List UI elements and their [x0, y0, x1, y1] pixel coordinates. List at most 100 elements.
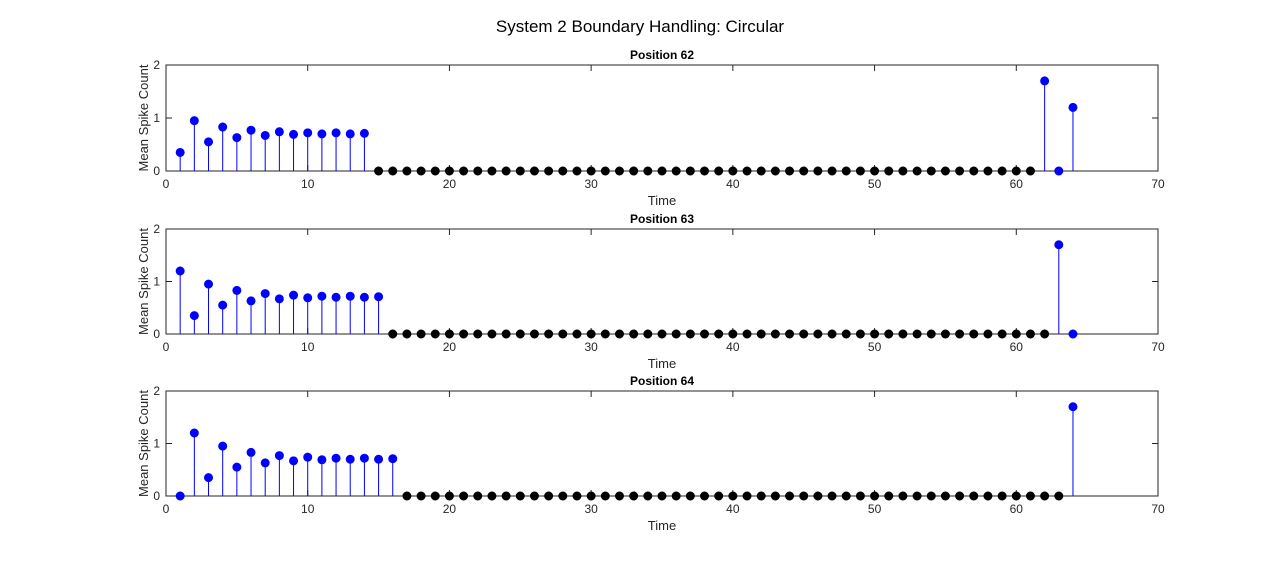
x-tick-label: 10	[301, 502, 315, 516]
stem-marker	[813, 166, 823, 176]
stem-marker	[402, 329, 412, 339]
stem-marker	[586, 491, 596, 501]
stem-marker	[1025, 329, 1035, 339]
stem-marker	[572, 491, 582, 501]
stem-marker	[388, 166, 398, 176]
stem-marker	[969, 166, 979, 176]
stem-marker	[359, 292, 369, 302]
stem-marker	[728, 329, 738, 339]
x-tick-label: 60	[1010, 502, 1024, 516]
stem-marker	[331, 453, 341, 463]
y-tick-label: 0	[153, 164, 160, 178]
x-tick-label: 0	[163, 340, 170, 354]
stem-marker	[884, 329, 894, 339]
stem-marker	[544, 491, 554, 501]
stem-marker	[997, 491, 1007, 501]
stem-marker	[189, 116, 199, 126]
stem-marker	[671, 491, 681, 501]
subplot-title: Position 62	[630, 48, 694, 62]
stem-marker	[770, 329, 780, 339]
stem-marker	[600, 491, 610, 501]
stem-marker	[870, 166, 880, 176]
x-axis-label: Time	[648, 193, 676, 208]
x-tick-label: 70	[1151, 340, 1165, 354]
stem-marker	[700, 329, 710, 339]
stem-marker	[515, 491, 525, 501]
stem-marker	[1068, 402, 1078, 412]
figure-title: System 2 Boundary Handling: Circular	[496, 17, 785, 36]
stem-marker	[416, 166, 426, 176]
stem-marker	[657, 166, 667, 176]
stem-marker	[246, 296, 256, 306]
stem-marker	[444, 491, 454, 501]
stem-marker	[331, 128, 341, 138]
x-tick-label: 20	[443, 177, 457, 191]
x-tick-label: 50	[868, 502, 882, 516]
stem-marker	[586, 166, 596, 176]
stem-marker	[629, 166, 639, 176]
subplot-title: Position 64	[630, 374, 694, 388]
stem-marker	[870, 491, 880, 501]
stem-marker	[955, 491, 965, 501]
stem-marker	[218, 441, 228, 451]
stem-marker	[813, 329, 823, 339]
stem-marker	[1054, 166, 1064, 176]
y-tick-label: 2	[153, 58, 160, 72]
stem-marker	[473, 329, 483, 339]
x-axis-label: Time	[648, 356, 676, 371]
x-tick-label: 30	[584, 502, 598, 516]
x-tick-label: 10	[301, 177, 315, 191]
stem-marker	[289, 456, 299, 466]
stem-marker	[204, 137, 214, 147]
subplot-2: 0 10 20 30 40 50 60 70 0 1 2 Position 63 Time Mean Sp…	[136, 212, 1165, 371]
stem-marker	[558, 166, 568, 176]
stem-marker	[955, 166, 965, 176]
stem-marker	[232, 133, 242, 143]
stem-marker	[912, 329, 922, 339]
stem-marker	[671, 166, 681, 176]
stem-marker	[671, 329, 681, 339]
stem-marker	[969, 491, 979, 501]
stem-marker	[232, 462, 242, 472]
x-tick-label: 30	[584, 340, 598, 354]
stem-marker	[430, 329, 440, 339]
x-tick-label: 70	[1151, 177, 1165, 191]
stem-marker	[345, 129, 355, 139]
stem-marker	[785, 329, 795, 339]
stem-marker	[345, 454, 355, 464]
stem-marker	[331, 292, 341, 302]
stem-marker	[529, 491, 539, 501]
stem-marker	[515, 329, 525, 339]
stem-marker	[827, 166, 837, 176]
x-tick-label: 60	[1010, 177, 1024, 191]
stem-marker	[643, 166, 653, 176]
stem-marker	[614, 329, 624, 339]
stem-marker	[657, 491, 667, 501]
stem-marker	[997, 329, 1007, 339]
stem-marker	[1068, 102, 1078, 112]
stem-marker	[983, 491, 993, 501]
x-tick-label: 40	[726, 502, 740, 516]
stem-marker	[246, 125, 256, 135]
stem-marker	[218, 300, 228, 310]
stem-marker	[416, 329, 426, 339]
stem-marker	[430, 166, 440, 176]
stem-marker	[232, 285, 242, 295]
stem-marker	[799, 329, 809, 339]
stem-marker	[317, 291, 327, 301]
stem-marker	[728, 491, 738, 501]
stem-marker	[841, 329, 851, 339]
stem-marker	[473, 166, 483, 176]
y-axis-label: Mean Spike Count	[136, 390, 151, 497]
stem-marker	[742, 491, 752, 501]
stem-marker	[629, 329, 639, 339]
y-tick-label: 0	[153, 327, 160, 341]
stem-marker	[175, 147, 185, 157]
stem-marker	[898, 329, 908, 339]
stem-marker	[374, 454, 384, 464]
stem-marker	[714, 329, 724, 339]
stem-marker	[459, 166, 469, 176]
axes-frame	[165, 390, 1159, 497]
y-tick-label: 1	[153, 275, 160, 289]
stem-marker	[473, 491, 483, 501]
